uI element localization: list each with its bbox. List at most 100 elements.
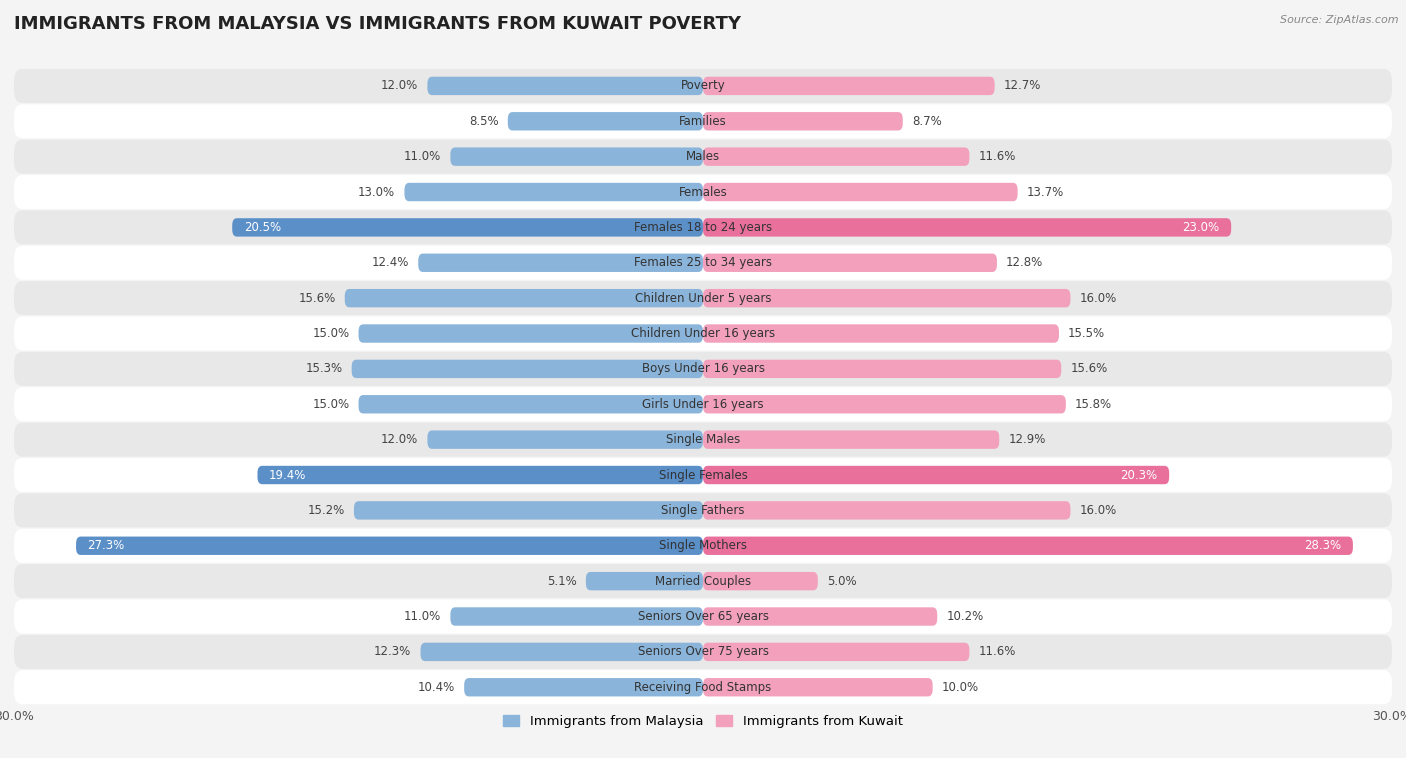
FancyBboxPatch shape xyxy=(418,254,703,272)
Text: 11.0%: 11.0% xyxy=(404,150,441,163)
Text: 5.0%: 5.0% xyxy=(827,575,856,587)
Text: 15.6%: 15.6% xyxy=(298,292,336,305)
FancyBboxPatch shape xyxy=(703,431,1000,449)
FancyBboxPatch shape xyxy=(703,466,1170,484)
Text: Poverty: Poverty xyxy=(681,80,725,92)
Text: 8.7%: 8.7% xyxy=(912,114,942,128)
Text: Married Couples: Married Couples xyxy=(655,575,751,587)
FancyBboxPatch shape xyxy=(14,139,1392,174)
Text: 15.0%: 15.0% xyxy=(312,398,349,411)
FancyBboxPatch shape xyxy=(14,175,1392,209)
FancyBboxPatch shape xyxy=(703,218,1232,236)
Text: Seniors Over 65 years: Seniors Over 65 years xyxy=(637,610,769,623)
FancyBboxPatch shape xyxy=(508,112,703,130)
Text: 20.5%: 20.5% xyxy=(243,221,281,234)
FancyBboxPatch shape xyxy=(14,352,1392,386)
Text: Single Fathers: Single Fathers xyxy=(661,504,745,517)
Text: 23.0%: 23.0% xyxy=(1182,221,1219,234)
Text: 28.3%: 28.3% xyxy=(1305,539,1341,553)
Text: Girls Under 16 years: Girls Under 16 years xyxy=(643,398,763,411)
Legend: Immigrants from Malaysia, Immigrants from Kuwait: Immigrants from Malaysia, Immigrants fro… xyxy=(498,709,908,733)
FancyBboxPatch shape xyxy=(450,148,703,166)
Text: 8.5%: 8.5% xyxy=(470,114,499,128)
Text: 12.3%: 12.3% xyxy=(374,645,412,659)
Text: 10.2%: 10.2% xyxy=(946,610,984,623)
FancyBboxPatch shape xyxy=(14,423,1392,456)
FancyBboxPatch shape xyxy=(450,607,703,625)
Text: 20.3%: 20.3% xyxy=(1121,468,1157,481)
Text: 12.7%: 12.7% xyxy=(1004,80,1042,92)
FancyBboxPatch shape xyxy=(359,395,703,413)
Text: 19.4%: 19.4% xyxy=(269,468,307,481)
Text: 15.3%: 15.3% xyxy=(305,362,343,375)
Text: 12.8%: 12.8% xyxy=(1007,256,1043,269)
FancyBboxPatch shape xyxy=(14,69,1392,103)
Text: 15.5%: 15.5% xyxy=(1069,327,1105,340)
FancyBboxPatch shape xyxy=(703,148,969,166)
Text: Receiving Food Stamps: Receiving Food Stamps xyxy=(634,681,772,694)
FancyBboxPatch shape xyxy=(420,643,703,661)
FancyBboxPatch shape xyxy=(703,678,932,697)
FancyBboxPatch shape xyxy=(352,360,703,378)
Text: 12.0%: 12.0% xyxy=(381,433,418,446)
FancyBboxPatch shape xyxy=(14,670,1392,704)
FancyBboxPatch shape xyxy=(703,501,1070,519)
FancyBboxPatch shape xyxy=(14,529,1392,562)
FancyBboxPatch shape xyxy=(703,254,997,272)
Text: 15.0%: 15.0% xyxy=(312,327,349,340)
Text: 12.9%: 12.9% xyxy=(1008,433,1046,446)
FancyBboxPatch shape xyxy=(14,105,1392,138)
FancyBboxPatch shape xyxy=(14,211,1392,244)
FancyBboxPatch shape xyxy=(354,501,703,519)
FancyBboxPatch shape xyxy=(703,183,1018,201)
Text: 15.6%: 15.6% xyxy=(1070,362,1108,375)
FancyBboxPatch shape xyxy=(703,324,1059,343)
Text: 10.0%: 10.0% xyxy=(942,681,979,694)
Text: Females 25 to 34 years: Females 25 to 34 years xyxy=(634,256,772,269)
Text: Females 18 to 24 years: Females 18 to 24 years xyxy=(634,221,772,234)
FancyBboxPatch shape xyxy=(14,458,1392,492)
FancyBboxPatch shape xyxy=(703,537,1353,555)
Text: 11.6%: 11.6% xyxy=(979,645,1017,659)
Text: Seniors Over 75 years: Seniors Over 75 years xyxy=(637,645,769,659)
FancyBboxPatch shape xyxy=(14,564,1392,598)
Text: IMMIGRANTS FROM MALAYSIA VS IMMIGRANTS FROM KUWAIT POVERTY: IMMIGRANTS FROM MALAYSIA VS IMMIGRANTS F… xyxy=(14,15,741,33)
Text: Boys Under 16 years: Boys Under 16 years xyxy=(641,362,765,375)
FancyBboxPatch shape xyxy=(703,360,1062,378)
Text: Families: Families xyxy=(679,114,727,128)
FancyBboxPatch shape xyxy=(703,643,969,661)
FancyBboxPatch shape xyxy=(427,431,703,449)
Text: 5.1%: 5.1% xyxy=(547,575,576,587)
FancyBboxPatch shape xyxy=(405,183,703,201)
Text: Children Under 16 years: Children Under 16 years xyxy=(631,327,775,340)
FancyBboxPatch shape xyxy=(76,537,703,555)
Text: Females: Females xyxy=(679,186,727,199)
Text: 13.0%: 13.0% xyxy=(359,186,395,199)
FancyBboxPatch shape xyxy=(14,493,1392,528)
Text: 16.0%: 16.0% xyxy=(1080,292,1116,305)
Text: 15.8%: 15.8% xyxy=(1076,398,1112,411)
Text: 12.4%: 12.4% xyxy=(371,256,409,269)
Text: 11.0%: 11.0% xyxy=(404,610,441,623)
Text: Single Females: Single Females xyxy=(658,468,748,481)
FancyBboxPatch shape xyxy=(14,600,1392,634)
Text: 16.0%: 16.0% xyxy=(1080,504,1116,517)
FancyBboxPatch shape xyxy=(464,678,703,697)
FancyBboxPatch shape xyxy=(586,572,703,590)
FancyBboxPatch shape xyxy=(14,635,1392,669)
FancyBboxPatch shape xyxy=(257,466,703,484)
FancyBboxPatch shape xyxy=(344,289,703,307)
Text: 13.7%: 13.7% xyxy=(1026,186,1064,199)
FancyBboxPatch shape xyxy=(703,289,1070,307)
Text: Children Under 5 years: Children Under 5 years xyxy=(634,292,772,305)
FancyBboxPatch shape xyxy=(14,281,1392,315)
FancyBboxPatch shape xyxy=(14,317,1392,350)
Text: 11.6%: 11.6% xyxy=(979,150,1017,163)
FancyBboxPatch shape xyxy=(14,387,1392,421)
Text: 10.4%: 10.4% xyxy=(418,681,456,694)
FancyBboxPatch shape xyxy=(14,246,1392,280)
FancyBboxPatch shape xyxy=(703,607,938,625)
FancyBboxPatch shape xyxy=(359,324,703,343)
FancyBboxPatch shape xyxy=(232,218,703,236)
FancyBboxPatch shape xyxy=(703,77,994,95)
